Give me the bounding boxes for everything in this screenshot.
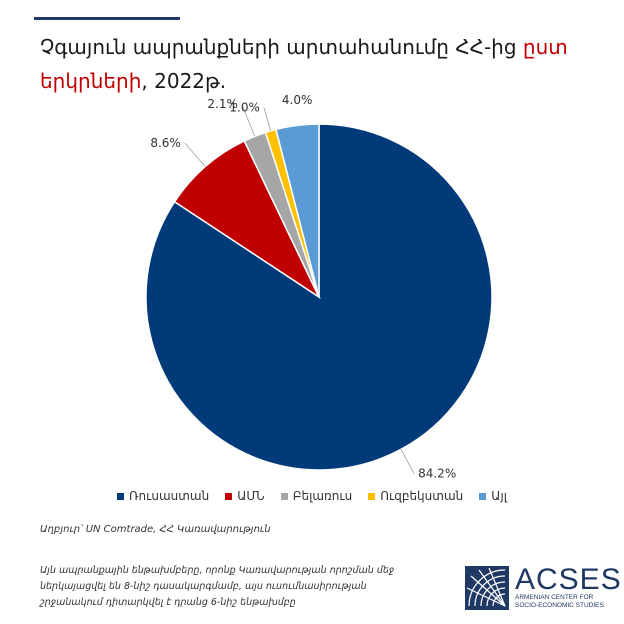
- legend-label-3: Ուզբեկստան: [380, 489, 464, 503]
- title-line2-rest: , 2022թ.: [141, 69, 227, 93]
- logo-subtitle-1: ARMENIAN CENTER FOR: [515, 594, 594, 601]
- title-highlight: ըստ: [522, 35, 568, 59]
- legend-label-4: Այլ: [491, 489, 507, 503]
- legend-label-2: Բելառուս: [292, 489, 353, 503]
- data-label-0: 84.2%: [418, 467, 456, 481]
- legend-item-4: Այլ: [479, 489, 507, 503]
- legend-swatch-2: [280, 492, 288, 500]
- legend-item-0: Ռուսաստան: [117, 489, 209, 503]
- legend-item-1: ԱՄՆ: [225, 489, 265, 503]
- pie-slice-4: [275, 123, 320, 298]
- legend-label-0: Ռուսաստան: [129, 489, 210, 503]
- chart-legend: Ռուսաստան ԱՄՆ Բելառուս Ուզբեկստան Այլ: [0, 489, 624, 503]
- legend-swatch-1: [225, 492, 233, 500]
- acses-logo: ACSES ARMENIAN CENTER FOR SOCIO-ECONOMIC…: [465, 563, 622, 610]
- title-accent-rule: [34, 17, 180, 20]
- leader-line-1: [184, 142, 206, 167]
- title-main: Չգայուն ապրանքների արտահանումը ՀՀ-ից: [40, 35, 517, 59]
- legend-swatch-4: [479, 492, 487, 500]
- leader-line-0: [400, 449, 415, 474]
- data-label-3: 1.0%: [229, 101, 260, 115]
- legend-item-2: Բելառուս: [280, 489, 353, 503]
- title-line2-highlight: երկրների: [40, 69, 142, 93]
- legend-swatch-3: [368, 492, 376, 500]
- data-label-1: 8.6%: [150, 136, 181, 150]
- legend-swatch-0: [117, 492, 125, 500]
- data-label-4: 4.0%: [282, 93, 313, 107]
- legend-label-1: ԱՄՆ: [237, 489, 265, 503]
- logo-subtitle-2: SOCIO-ECONOMIC STUDIES: [515, 602, 604, 609]
- leader-line-2: [241, 104, 256, 137]
- acses-emblem-icon: [465, 566, 509, 610]
- data-label-2: 2.1%: [207, 97, 238, 111]
- methodology-note: Այն ապրանքային ենթախմբերը, որոնք Կառավար…: [40, 565, 395, 608]
- chart-title: Չգայուն ապրանքների արտահանումը ՀՀ-ից ըստ…: [40, 30, 600, 98]
- source-note: Աղբյուր՝ UN Comtrade, ՀՀ Կառավարություն: [40, 524, 271, 535]
- leader-line-3: [263, 107, 272, 131]
- legend-item-3: Ուզբեկստան: [368, 489, 463, 503]
- logo-name: ACSES: [515, 563, 622, 596]
- pie-slice-1: [173, 139, 321, 300]
